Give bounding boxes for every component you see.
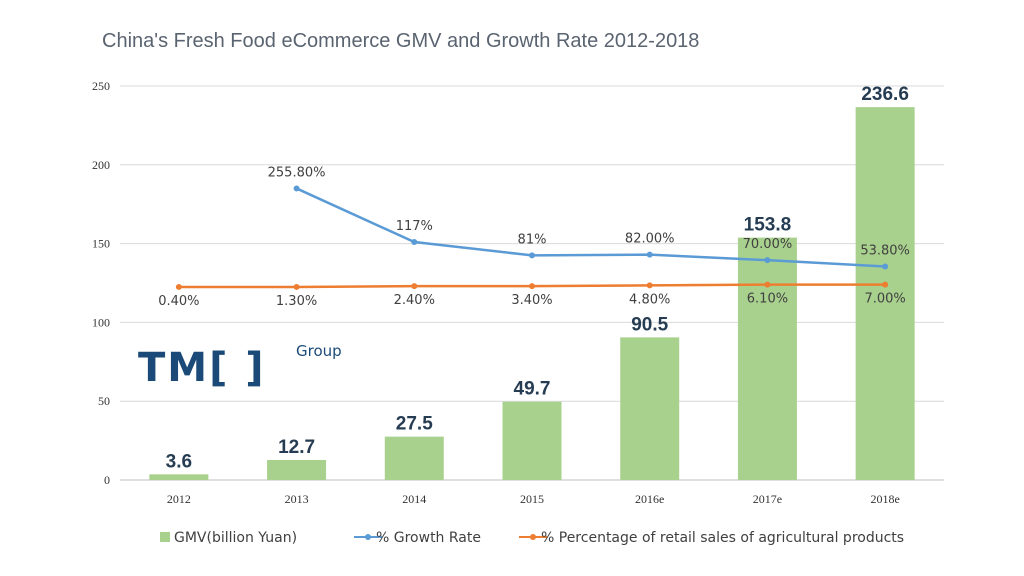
gmv-bar-label: 49.7 <box>514 379 551 400</box>
retail-percentage-point <box>293 283 300 290</box>
legend-gmv-swatch <box>160 532 170 542</box>
gmv-bar <box>149 474 209 480</box>
growth-rate-point <box>293 185 300 192</box>
y-tick-label: 250 <box>92 79 110 93</box>
y-axis-ticks: 0 50 100 150 200 250 <box>92 79 110 487</box>
x-tick-label: 2012 <box>167 492 191 506</box>
x-tick-label: 2015 <box>520 492 544 506</box>
growth-rate-label: 117% <box>396 219 433 234</box>
y-tick-label: 200 <box>92 158 110 172</box>
gmv-bar-label: 12.7 <box>278 437 315 458</box>
legend-gmv-label: GMV(billion Yuan) <box>174 530 297 546</box>
growth-rate-point <box>882 263 889 270</box>
retail-percentage-point <box>529 283 535 290</box>
gmv-bar <box>384 436 444 480</box>
retail-percentage-label: 3.40% <box>511 293 552 308</box>
gmv-bar-label: 27.5 <box>396 414 433 435</box>
growth-rate-line <box>296 187 886 268</box>
logo-main-text: TM[ ] <box>138 345 266 391</box>
growth-rate-label: 53.80% <box>860 243 910 258</box>
retail-percentage-label: 7.00% <box>864 292 905 307</box>
gmv-bar-label: 236.6 <box>861 84 909 105</box>
growth-rate-point <box>646 251 653 258</box>
logo-sub-text: Group <box>296 342 342 360</box>
gmv-bar <box>737 237 797 480</box>
gmv-bar <box>267 459 327 480</box>
legend-retail-label: % Percentage of retail sales of agricult… <box>541 530 904 546</box>
retail-percentage-point <box>411 283 418 290</box>
growth-rate-label: 82.00% <box>625 232 675 247</box>
y-tick-label: 0 <box>104 473 110 487</box>
line-series-labels: 255.80% 117% 81% 82.00% 70.00% 53.80% 0.40% 1.3… <box>158 165 910 309</box>
y-tick-label: 100 <box>92 315 110 329</box>
legend-growth-marker <box>365 534 371 540</box>
line-series <box>175 185 889 290</box>
x-tick-label: 2018e <box>870 492 899 506</box>
chart-legend: GMV(billion Yuan) % Growth Rate % Percen… <box>160 530 904 546</box>
gmv-bar-labels: 3.6 12.7 27.5 49.7 90.5 153.8 236.6 <box>166 84 909 472</box>
x-tick-label: 2017e <box>753 492 782 506</box>
x-axis-ticks: 2012 2013 2014 2015 2016e 2017e 2018e <box>167 492 900 506</box>
gmv-bar-label: 90.5 <box>631 314 668 335</box>
retail-percentage-point <box>764 281 771 288</box>
gmv-bar <box>502 401 562 480</box>
y-tick-label: 50 <box>98 394 110 408</box>
legend-retail-marker <box>530 534 536 540</box>
growth-rate-point <box>411 239 418 246</box>
gmv-bar <box>620 337 680 480</box>
growth-rate-point <box>764 257 771 264</box>
gmv-bars <box>149 107 915 480</box>
x-tick-label: 2013 <box>285 492 309 506</box>
growth-rate-label: 81% <box>518 232 547 247</box>
growth-rate-point <box>529 252 535 259</box>
gridlines <box>120 85 944 481</box>
retail-percentage-label: 4.80% <box>629 292 670 307</box>
chart-title: China's Fresh Food eCommerce GMV and Gro… <box>102 30 699 52</box>
gmv-bar <box>855 107 915 480</box>
retail-percentage-point <box>646 282 653 289</box>
y-tick-label: 150 <box>92 237 110 251</box>
x-tick-label: 2014 <box>402 492 426 506</box>
retail-percentage-point <box>882 281 889 288</box>
growth-rate-label: 255.80% <box>268 165 326 180</box>
growth-rate-label: 70.00% <box>743 237 793 252</box>
retail-percentage-label: 6.10% <box>747 292 788 307</box>
tmo-group-logo: TM[ ] Group <box>138 342 342 391</box>
legend-growth-label: % Growth Rate <box>376 530 481 546</box>
gmv-bar-label: 153.8 <box>744 215 792 236</box>
retail-percentage-label: 2.40% <box>394 293 435 308</box>
x-tick-label: 2016e <box>635 492 664 506</box>
retail-percentage-label: 1.30% <box>276 294 317 309</box>
gmv-bar-label: 3.6 <box>166 451 192 472</box>
retail-percentage-label: 0.40% <box>158 294 199 309</box>
retail-percentage-point <box>175 283 182 290</box>
